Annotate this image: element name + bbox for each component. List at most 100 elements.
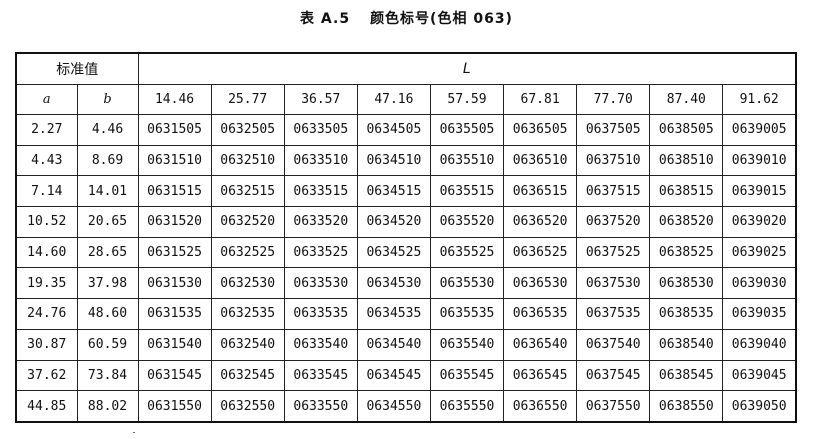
table-row: 30.87 60.59 0631540 0632540 0633540 0634540 06… <box>15 328 797 361</box>
color-code-cell: 0634545 <box>356 359 431 392</box>
color-code-cell: 0638505 <box>649 114 724 146</box>
color-code-cell: 0636520 <box>503 206 578 238</box>
b-value: 73.84 <box>76 359 139 392</box>
color-code-cell: 0631505 <box>137 114 212 146</box>
table-row: 4.43 8.69 0631510 0632510 0633510 0634510 0635… <box>15 144 797 177</box>
color-code-cell: 0632545 <box>210 359 285 392</box>
color-code-cell: 0636530 <box>503 267 578 300</box>
color-code-cell: 0636525 <box>503 236 578 269</box>
color-code-cell: 0637535 <box>576 298 651 330</box>
color-code-cell: 0636535 <box>503 298 578 330</box>
color-code-cell: 0638550 <box>649 390 724 423</box>
color-code-cell: 0631540 <box>137 328 212 361</box>
color-code-cell: 0633550 <box>283 390 358 423</box>
header-row-2: a b 14.46 25.77 36.57 47.16 57.59 67.81 77.70 8… <box>15 84 797 115</box>
color-code-cell: 0633540 <box>283 328 358 361</box>
a-value: 44.85 <box>15 390 78 423</box>
color-code-cell: 0635510 <box>429 144 505 177</box>
color-code-cell: 0638530 <box>649 267 724 300</box>
color-code-cell: 0639045 <box>722 359 797 392</box>
standard-value-header: 标准值 <box>15 52 139 85</box>
scan-speck <box>133 432 135 433</box>
color-code-cell: 0632505 <box>210 114 285 146</box>
color-code-cell: 0636545 <box>503 359 578 392</box>
color-code-cell: 0631545 <box>137 359 212 392</box>
color-code-cell: 0637550 <box>576 390 651 423</box>
color-code-cell: 0632525 <box>210 236 285 269</box>
b-value: 60.59 <box>76 328 139 361</box>
color-code-cell: 0631510 <box>137 144 212 177</box>
L-value-header: 77.70 <box>576 84 651 115</box>
color-code-cell: 0639020 <box>722 206 797 238</box>
a-value: 14.60 <box>15 236 78 269</box>
color-code-cell: 0638535 <box>649 298 724 330</box>
color-code-cell: 0631520 <box>137 206 212 238</box>
color-code-cell: 0634540 <box>356 328 431 361</box>
color-code-cell: 0633525 <box>283 236 358 269</box>
color-code-cell: 0632515 <box>210 175 285 208</box>
table-row: 19.35 37.98 0631530 0632530 0633530 0634530 06… <box>15 267 797 300</box>
color-code-cell: 0632550 <box>210 390 285 423</box>
color-code-table: 标准值 L a b 14.46 25.77 36.57 47.16 57.59 67.81… <box>15 52 797 423</box>
color-code-cell: 0634550 <box>356 390 431 423</box>
table-row: 44.85 88.02 0631550 0632550 0633550 0634550 06… <box>15 390 797 423</box>
color-code-cell: 0633505 <box>283 114 358 146</box>
color-code-cell: 0638515 <box>649 175 724 208</box>
color-code-cell: 0631550 <box>137 390 212 423</box>
color-code-cell: 0637530 <box>576 267 651 300</box>
L-header: L <box>137 52 797 85</box>
L-value-header: 36.57 <box>283 84 358 115</box>
a-value: 24.76 <box>15 298 78 330</box>
color-code-cell: 0639050 <box>722 390 797 423</box>
color-code-cell: 0634515 <box>356 175 431 208</box>
b-value: 88.02 <box>76 390 139 423</box>
table-row: 14.60 28.65 0631525 0632525 0633525 0634525 06… <box>15 236 797 269</box>
color-code-cell: 0634535 <box>356 298 431 330</box>
color-code-cell: 0632535 <box>210 298 285 330</box>
L-value-header: 67.81 <box>503 84 578 115</box>
color-code-cell: 0638545 <box>649 359 724 392</box>
color-code-cell: 0632520 <box>210 206 285 238</box>
L-value-header: 87.40 <box>649 84 724 115</box>
color-code-cell: 0636510 <box>503 144 578 177</box>
color-code-cell: 0635550 <box>429 390 505 423</box>
b-value: 8.69 <box>76 144 139 177</box>
color-code-cell: 0631530 <box>137 267 212 300</box>
color-code-cell: 0637540 <box>576 328 651 361</box>
b-value: 37.98 <box>76 267 139 300</box>
color-code-cell: 0633530 <box>283 267 358 300</box>
color-code-cell: 0638540 <box>649 328 724 361</box>
color-code-cell: 0633510 <box>283 144 358 177</box>
color-code-cell: 0631525 <box>137 236 212 269</box>
table-row: 24.76 48.60 0631535 0632535 0633535 0634535 06… <box>15 298 797 330</box>
a-header: a <box>15 84 78 115</box>
b-value: 48.60 <box>76 298 139 330</box>
color-code-cell: 0638520 <box>649 206 724 238</box>
color-code-cell: 0638525 <box>649 236 724 269</box>
table-title: 表 A.5 颜色标号(色相 063) <box>0 8 813 28</box>
color-code-cell: 0633520 <box>283 206 358 238</box>
color-code-cell: 0634525 <box>356 236 431 269</box>
a-value: 37.62 <box>15 359 78 392</box>
color-code-cell: 0634520 <box>356 206 431 238</box>
L-value-header: 91.62 <box>722 84 797 115</box>
b-header: b <box>76 84 139 115</box>
b-value: 28.65 <box>76 236 139 269</box>
color-code-cell: 0636515 <box>503 175 578 208</box>
color-code-cell: 0635525 <box>429 236 505 269</box>
L-value-header: 25.77 <box>210 84 285 115</box>
table-caption: 颜色标号(色相 063) <box>370 11 513 27</box>
color-code-cell: 0632530 <box>210 267 285 300</box>
header-row-1: 标准值 L <box>15 52 797 85</box>
color-code-cell: 0634505 <box>356 114 431 146</box>
color-code-cell: 0639025 <box>722 236 797 269</box>
color-code-cell: 0639040 <box>722 328 797 361</box>
color-code-cell: 0638510 <box>649 144 724 177</box>
color-code-cell: 0635530 <box>429 267 505 300</box>
a-value: 10.52 <box>15 206 78 238</box>
color-code-cell: 0632540 <box>210 328 285 361</box>
a-value: 2.27 <box>15 114 78 146</box>
color-code-cell: 0633545 <box>283 359 358 392</box>
color-code-cell: 0636540 <box>503 328 578 361</box>
color-code-cell: 0633515 <box>283 175 358 208</box>
